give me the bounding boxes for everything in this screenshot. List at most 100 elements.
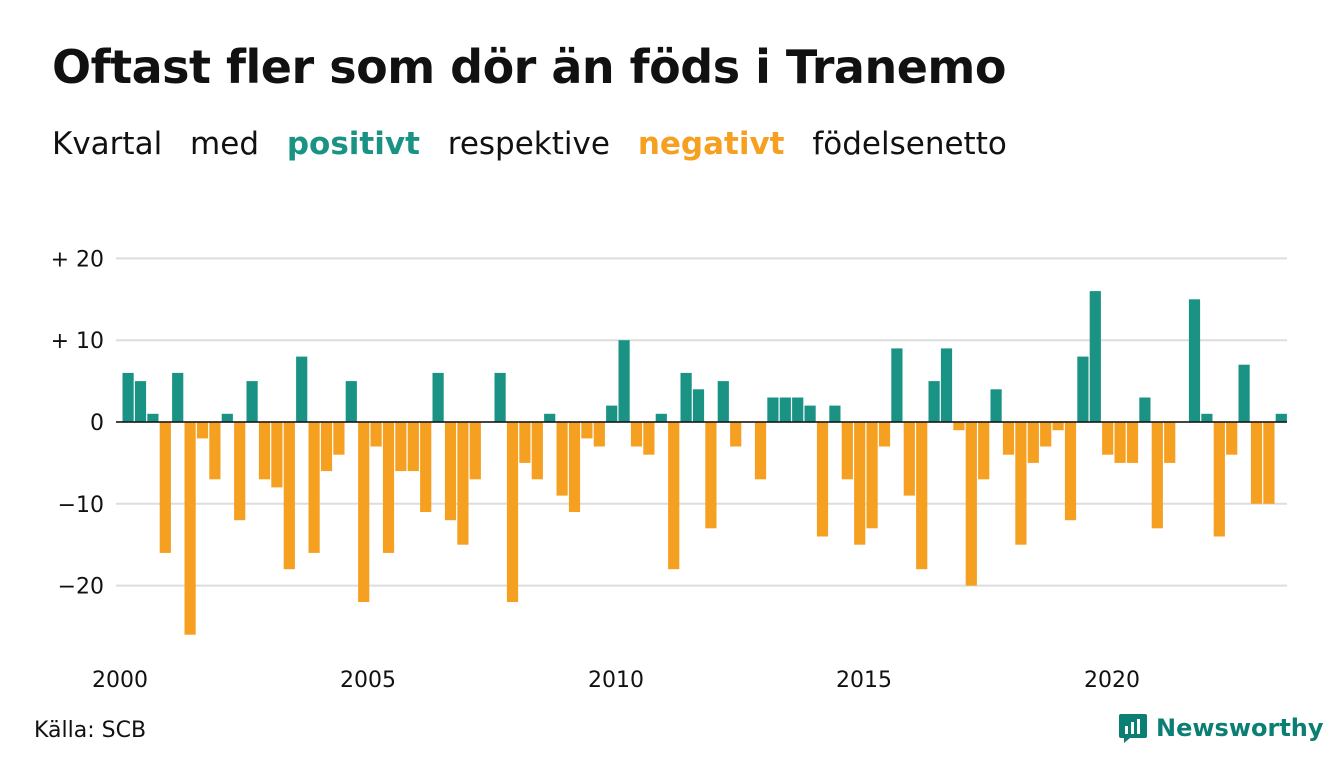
bar-negative	[1151, 422, 1163, 529]
y-tick-label: + 20	[51, 247, 104, 272]
bar-negative	[258, 422, 271, 480]
bar-negative	[1102, 422, 1114, 455]
bar-positive	[134, 381, 147, 422]
x-tick-label: 2010	[588, 668, 644, 693]
bar-negative	[444, 422, 457, 521]
bar-negative	[1114, 422, 1126, 463]
bar-negative	[283, 422, 295, 570]
bar-positive	[1089, 291, 1101, 422]
bar-negative	[457, 422, 469, 545]
x-tick-label: 2015	[836, 668, 892, 693]
bar-negative	[382, 422, 395, 553]
bar-positive	[779, 397, 791, 422]
y-tick-label: −20	[58, 575, 104, 600]
bar-negative	[1126, 422, 1139, 463]
bar-positive	[717, 381, 729, 422]
newsworthy-logo-icon	[1119, 714, 1147, 743]
bar-positive	[680, 372, 692, 422]
bar-positive	[432, 372, 444, 422]
bar-positive	[940, 348, 953, 422]
bar-positive	[804, 405, 816, 422]
bar-positive	[618, 340, 630, 422]
x-tick-label: 2000	[92, 668, 148, 693]
bar-negative	[271, 422, 283, 488]
bar-positive	[792, 397, 804, 422]
bar-negative	[1027, 422, 1039, 463]
bar-negative	[1226, 422, 1238, 455]
bar-positive	[122, 372, 134, 422]
bar-positive	[147, 413, 159, 422]
bar-negative	[308, 422, 320, 553]
bar-negative	[705, 422, 717, 529]
bar-positive	[544, 413, 556, 422]
bar-negative	[916, 422, 928, 570]
bar-negative	[196, 422, 209, 439]
bar-negative	[854, 422, 866, 545]
bar-negative	[903, 422, 915, 496]
bar-negative	[1015, 422, 1027, 545]
bar-positive	[296, 356, 308, 422]
brand-logo: Newsworthy	[1118, 712, 1324, 744]
bar-negative	[754, 422, 767, 480]
bar-negative	[1002, 422, 1015, 455]
subtitle-word-kvartal: Kvartal	[52, 126, 163, 162]
bar-negative	[395, 422, 407, 472]
bar-negative	[556, 422, 568, 496]
x-tick-label: 2020	[1084, 668, 1140, 693]
bar-negative	[1040, 422, 1052, 447]
x-tick-label: 2005	[340, 668, 396, 693]
bar-negative	[159, 422, 171, 553]
bar-negative	[593, 422, 605, 447]
bar-negative	[630, 422, 643, 447]
bar-negative	[320, 422, 333, 472]
bar-positive	[1077, 356, 1089, 422]
bar-positive	[246, 381, 258, 422]
bar-negative	[469, 422, 481, 480]
chart-subtitle: Kvartal med positivt respektive negativt…	[52, 126, 1025, 162]
bar-positive	[990, 389, 1002, 422]
subtitle-positive-label: positivt	[286, 126, 420, 162]
bar-negative	[730, 422, 742, 447]
bar-negative	[878, 422, 891, 447]
brand-name: Newsworthy	[1156, 714, 1324, 742]
subtitle-negative-label: negativt	[637, 126, 785, 162]
bar-positive	[1275, 413, 1287, 422]
bar-negative	[1213, 422, 1225, 537]
bar-negative	[184, 422, 196, 635]
bar-negative	[668, 422, 680, 570]
bar-negative	[581, 422, 593, 439]
bar-negative	[519, 422, 531, 463]
bar-negative	[407, 422, 419, 472]
bar-negative	[816, 422, 829, 537]
source-note: Källa: SCB	[34, 718, 147, 743]
bar-negative	[531, 422, 543, 480]
bar-negative	[568, 422, 581, 512]
bar-negative	[209, 422, 221, 480]
bar-positive	[1188, 299, 1201, 422]
bar-positive	[172, 372, 184, 422]
subtitle-word-respektive: respektive	[447, 126, 610, 162]
bar-positive	[1139, 397, 1151, 422]
subtitle-word-med: med	[190, 126, 259, 162]
bar-negative	[1250, 422, 1263, 504]
chart-title: Oftast fler som dör än föds i Tranemo	[52, 40, 1006, 94]
bar-positive	[494, 372, 506, 422]
bar-negative	[953, 422, 965, 431]
bar-negative	[1263, 422, 1275, 504]
bar-positive	[1201, 413, 1213, 422]
bar-negative	[1164, 422, 1176, 463]
bar-negative	[1064, 422, 1077, 521]
bar-negative	[370, 422, 382, 447]
subtitle-word-fodelsenetto: födelsenetto	[812, 126, 1007, 162]
bar-negative	[420, 422, 432, 512]
bar-negative	[506, 422, 519, 602]
bar-positive	[655, 413, 667, 422]
bar-negative	[333, 422, 345, 455]
bar-negative	[841, 422, 853, 480]
bar-positive	[891, 348, 903, 422]
bar-positive	[606, 405, 618, 422]
y-tick-label: −10	[58, 493, 104, 518]
bar-negative	[978, 422, 990, 480]
bar-positive	[692, 389, 705, 422]
